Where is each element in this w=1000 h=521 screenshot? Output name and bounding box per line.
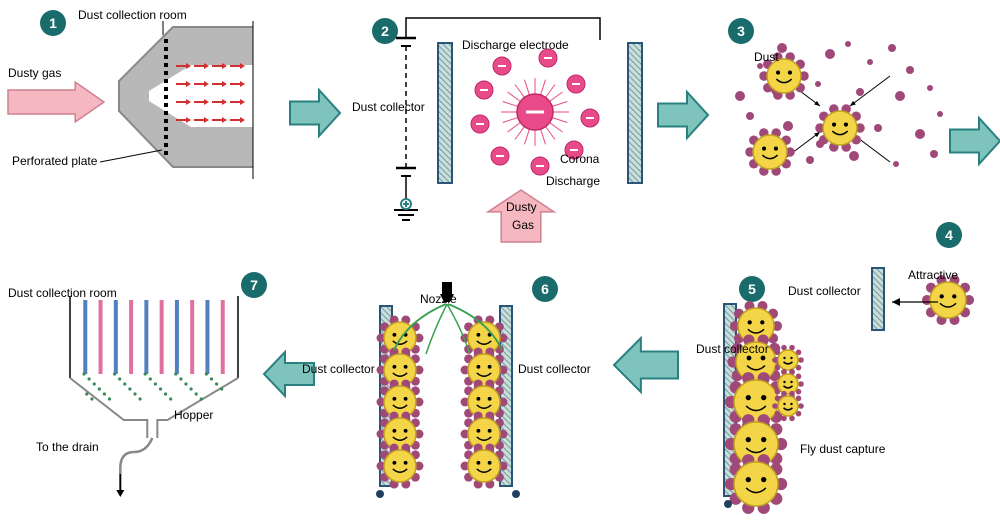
dust-dot: [815, 81, 821, 87]
dust-smiley: [770, 388, 806, 424]
label-perforated-plate: Perforated plate: [12, 154, 97, 168]
label-hopper: Hopper: [174, 408, 213, 422]
label-dust-collector-4a: Dust collector: [788, 284, 861, 298]
dust-dot: [867, 59, 873, 65]
dusty-gas-up-arrow: [488, 190, 554, 242]
dust-dot: [856, 88, 864, 96]
dust-dot: [825, 49, 835, 59]
panel-7: [30, 290, 260, 510]
dust-smiley: [376, 442, 424, 490]
dust-dot: [927, 85, 933, 91]
step-badge-6: 6: [532, 276, 558, 302]
label-dust-collection-room-7: Dust collection room: [8, 286, 117, 300]
dust-dot: [845, 41, 851, 47]
dust-dot: [735, 91, 745, 101]
dust-dot: [937, 111, 943, 117]
label-discharge: Discharge: [546, 174, 600, 188]
step-badge-1: 1: [40, 10, 66, 36]
dust-dot: [893, 161, 899, 167]
flow-arrow: [290, 90, 340, 136]
label-discharge-electrode: Discharge electrode: [462, 38, 569, 52]
label-nozzle: Nozzle: [420, 292, 457, 306]
dust-dot: [895, 91, 905, 101]
flow-arrow: [614, 338, 678, 392]
label-dust-collection-room-1: Dust collection room: [78, 8, 187, 22]
label-dusty: Dusty: [506, 200, 537, 214]
label-dust-3: Dust: [754, 50, 779, 64]
dust-smiley: [815, 103, 865, 153]
label-corona: Corona: [560, 152, 599, 166]
label-dust-collector-6b: Dust collector: [518, 362, 591, 376]
dust-dot: [930, 150, 938, 158]
label-gas: Gas: [512, 218, 534, 232]
label-attractive: Attractive: [908, 268, 958, 282]
dust-dot: [888, 44, 896, 52]
label-dust-collector-5: Dust collector: [696, 342, 769, 356]
step-badge-5: 5: [739, 276, 765, 302]
dust-dot: [915, 129, 925, 139]
label-fly-dust-capture: Fly dust capture: [800, 442, 885, 456]
label-dusty-gas-1: Dusty gas: [8, 66, 61, 80]
dust-dot: [806, 156, 814, 164]
step-badge-4: 4: [936, 222, 962, 248]
dust-smiley: [460, 442, 508, 490]
dust-dot: [746, 112, 754, 120]
dust-dot: [906, 66, 914, 74]
label-to-the-drain: To the drain: [36, 440, 99, 454]
dust-smiley: [726, 454, 786, 514]
dusty-gas-arrow: [8, 82, 104, 122]
label-dust-collector-2: Dust collector: [352, 100, 425, 114]
dust-smiley: [745, 127, 795, 177]
dust-dot: [874, 124, 882, 132]
flow-arrow: [950, 118, 1000, 164]
label-dust-collector-6a: Dust collector: [302, 362, 375, 376]
